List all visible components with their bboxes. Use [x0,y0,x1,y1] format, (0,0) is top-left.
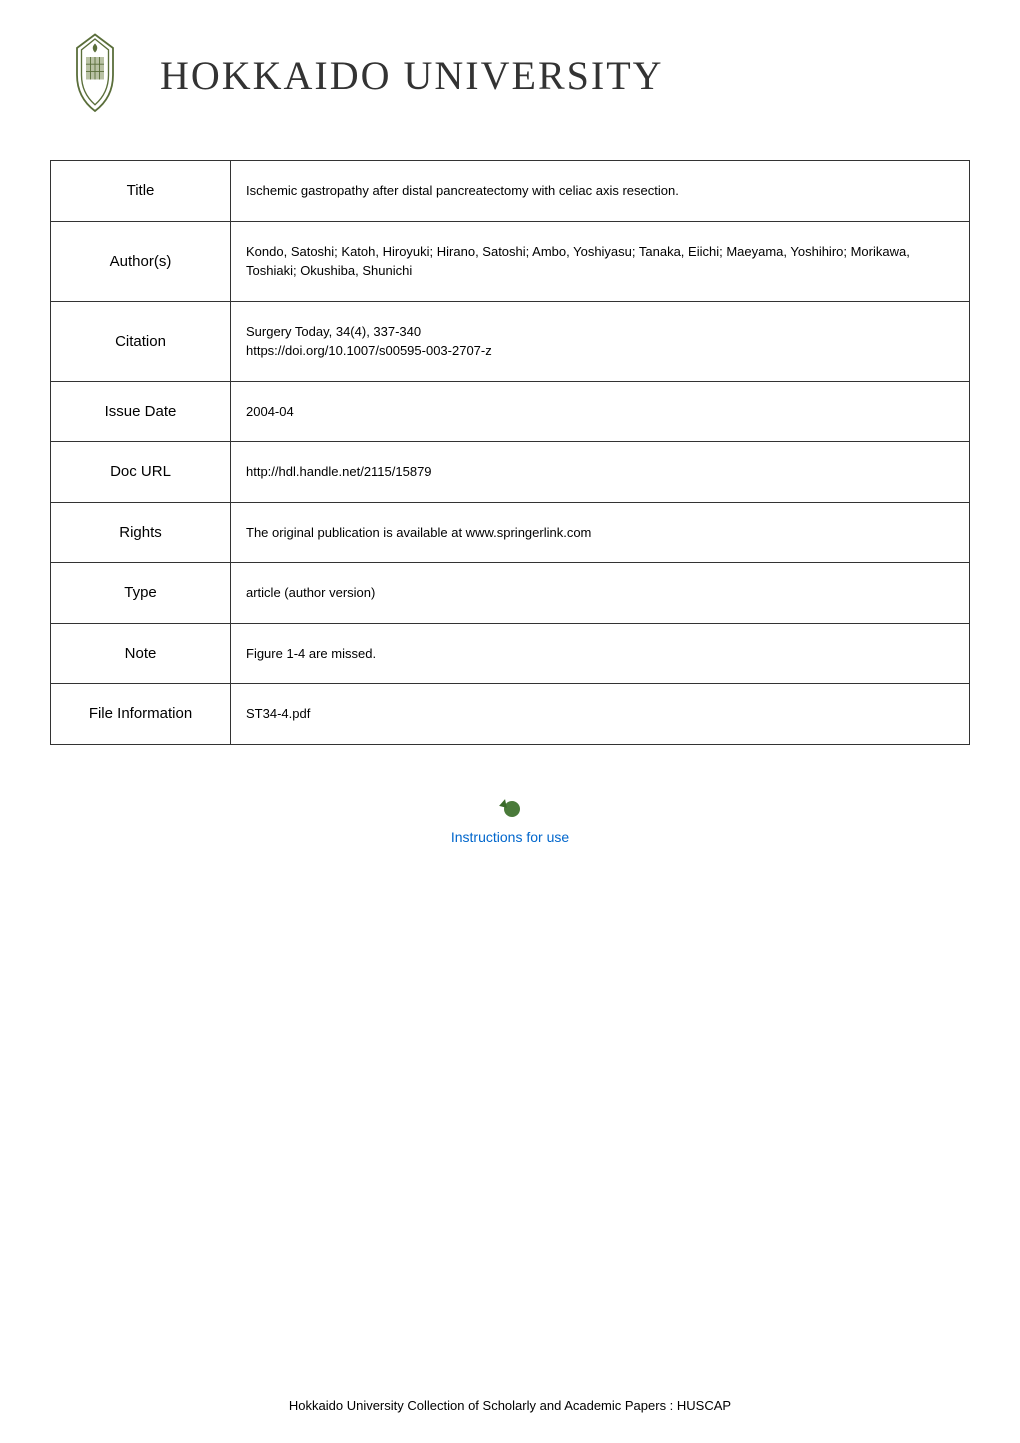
metadata-value: article (author version) [231,563,970,624]
metadata-label: File Information [51,684,231,745]
metadata-label: Type [51,563,231,624]
metadata-value: 2004-04 [231,381,970,442]
metadata-label: Issue Date [51,381,231,442]
metadata-label: Note [51,623,231,684]
table-row: NoteFigure 1-4 are missed. [51,623,970,684]
university-logo [50,30,140,120]
university-name: HOKKAIDO UNIVERSITY [160,52,664,99]
table-row: Typearticle (author version) [51,563,970,624]
table-row: TitleIschemic gastropathy after distal p… [51,161,970,222]
metadata-value: Figure 1-4 are missed. [231,623,970,684]
table-row: Author(s)Kondo, Satoshi; Katoh, Hiroyuki… [51,221,970,301]
metadata-label: Rights [51,502,231,563]
page-header: HOKKAIDO UNIVERSITY [0,0,1020,140]
metadata-label: Author(s) [51,221,231,301]
metadata-value: The original publication is available at… [231,502,970,563]
table-row: RightsThe original publication is availa… [51,502,970,563]
metadata-value: Ischemic gastropathy after distal pancre… [231,161,970,222]
metadata-value: Surgery Today, 34(4), 337-340 https://do… [231,301,970,381]
metadata-label: Doc URL [51,442,231,503]
metadata-value: Kondo, Satoshi; Katoh, Hiroyuki; Hirano,… [231,221,970,301]
metadata-value: http://hdl.handle.net/2115/15879 [231,442,970,503]
table-row: CitationSurgery Today, 34(4), 337-340 ht… [51,301,970,381]
table-row: File InformationST34-4.pdf [51,684,970,745]
instructions-link[interactable]: Instructions for use [0,829,1020,845]
metadata-label: Citation [51,301,231,381]
metadata-table: TitleIschemic gastropathy after distal p… [50,160,970,745]
metadata-value: ST34-4.pdf [231,684,970,745]
download-icon [498,795,522,819]
instructions-section: Instructions for use [0,795,1020,845]
metadata-label: Title [51,161,231,222]
table-row: Doc URLhttp://hdl.handle.net/2115/15879 [51,442,970,503]
page-footer: Hokkaido University Collection of Schola… [0,1398,1020,1413]
table-row: Issue Date2004-04 [51,381,970,442]
